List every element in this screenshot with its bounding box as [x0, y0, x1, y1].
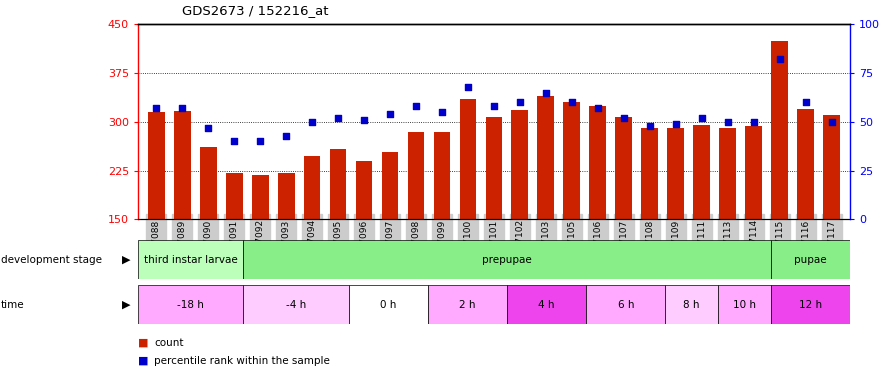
Text: 12 h: 12 h [799, 300, 822, 310]
Bar [718, 285, 771, 324]
Bar [408, 132, 425, 219]
Bar [507, 285, 587, 324]
Point [435, 109, 449, 115]
Bar [771, 285, 850, 324]
Point [721, 119, 735, 125]
Point [668, 121, 683, 127]
Bar [486, 117, 502, 219]
Point [591, 105, 605, 111]
Text: -18 h: -18 h [177, 300, 204, 310]
Bar [719, 128, 736, 219]
Bar [428, 285, 507, 324]
Bar [199, 147, 216, 219]
Text: 4 h: 4 h [538, 300, 555, 310]
Bar [433, 132, 450, 219]
Text: count: count [154, 338, 183, 348]
Bar [252, 175, 269, 219]
Point [773, 57, 787, 63]
Text: development stage: development stage [1, 255, 101, 265]
Bar [563, 102, 580, 219]
Point [513, 99, 527, 105]
Point [747, 119, 761, 125]
Point [305, 119, 320, 125]
Bar [693, 125, 710, 219]
Bar [138, 240, 244, 279]
Bar [356, 161, 373, 219]
Point [695, 115, 709, 121]
Text: 8 h: 8 h [684, 300, 700, 310]
Bar [138, 285, 244, 324]
Text: 10 h: 10 h [733, 300, 756, 310]
Bar [303, 156, 320, 219]
Point [409, 103, 423, 109]
Bar [587, 285, 666, 324]
Text: ■: ■ [138, 356, 149, 366]
Text: 0 h: 0 h [380, 300, 397, 310]
Point [357, 117, 371, 123]
Point [331, 115, 345, 121]
Bar [244, 240, 771, 279]
Point [383, 111, 397, 117]
Bar [329, 149, 346, 219]
Text: 6 h: 6 h [618, 300, 634, 310]
Point [279, 132, 293, 138]
Text: GDS2673 / 152216_at: GDS2673 / 152216_at [182, 4, 329, 17]
Bar [244, 285, 349, 324]
Point [227, 138, 241, 144]
Bar [174, 111, 190, 219]
Text: ▶: ▶ [122, 300, 131, 310]
Point [617, 115, 631, 121]
Point [538, 90, 553, 96]
Bar [615, 117, 632, 219]
Bar [382, 152, 399, 219]
Text: -4 h: -4 h [286, 300, 306, 310]
Bar [797, 109, 814, 219]
Bar [512, 110, 529, 219]
Bar [772, 40, 789, 219]
Text: time: time [1, 300, 25, 310]
Text: ■: ■ [138, 338, 149, 348]
Text: ▶: ▶ [122, 255, 131, 265]
Point [461, 84, 475, 90]
Text: 2 h: 2 h [459, 300, 476, 310]
Point [825, 119, 839, 125]
Point [253, 138, 267, 144]
Text: prepupae: prepupae [482, 255, 532, 265]
Bar [823, 116, 840, 219]
Bar [771, 240, 850, 279]
Text: pupae: pupae [794, 255, 827, 265]
Point [565, 99, 579, 105]
Point [643, 123, 657, 129]
Point [487, 103, 501, 109]
Bar [226, 172, 243, 219]
Bar [589, 106, 606, 219]
Bar [459, 99, 476, 219]
Text: third instar larvae: third instar larvae [144, 255, 238, 265]
Text: percentile rank within the sample: percentile rank within the sample [154, 356, 330, 366]
Bar [278, 173, 295, 219]
Point [798, 99, 813, 105]
Bar [538, 96, 554, 219]
Bar [668, 128, 684, 219]
Bar [148, 112, 165, 219]
Point [149, 105, 163, 111]
Bar [745, 126, 762, 219]
Bar [349, 285, 428, 324]
Bar [666, 285, 718, 324]
Point [201, 125, 215, 131]
Bar [642, 128, 659, 219]
Point [175, 105, 190, 111]
